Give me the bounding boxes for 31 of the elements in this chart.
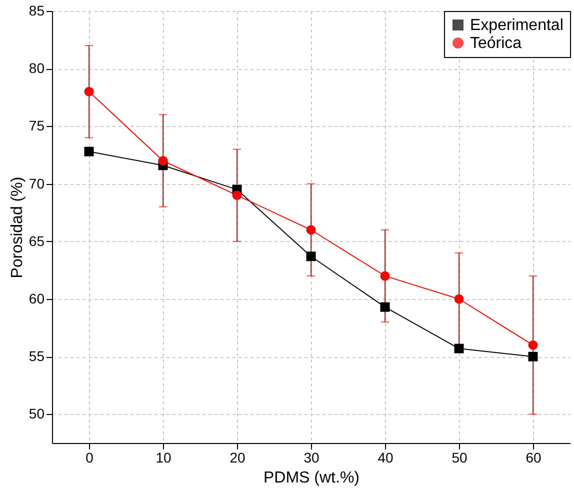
point (454, 294, 464, 304)
x-tick-label: 40 (378, 450, 394, 466)
point (158, 156, 168, 166)
point (454, 344, 464, 354)
x-tick-label: 60 (526, 450, 542, 466)
y-tick-label: 85 (28, 2, 45, 18)
y-axis-title: Porosidad (%) (8, 176, 26, 278)
y-tick-label: 55 (28, 348, 45, 364)
point (380, 302, 390, 312)
x-tick-label: 20 (230, 450, 246, 466)
y-tick-label: 80 (28, 60, 45, 76)
y-tick-label: 50 (28, 406, 45, 422)
x-tick-label: 30 (304, 450, 320, 466)
x-tick-label: 10 (156, 450, 172, 466)
point (306, 225, 316, 235)
y-tick-label: 75 (28, 118, 45, 134)
point (528, 352, 538, 362)
legend-label: Experimental (470, 17, 564, 34)
point (380, 271, 390, 281)
x-axis-title: PDMS (wt.%) (264, 470, 360, 486)
legend-label: Teórica (470, 35, 522, 52)
point (232, 190, 242, 200)
point (84, 146, 94, 156)
y-tick-label: 70 (28, 175, 45, 192)
y-tick-label: 60 (28, 290, 45, 306)
x-tick-label: 0 (86, 450, 94, 466)
point (528, 340, 538, 350)
y-tick-label: 65 (28, 232, 45, 249)
x-tick-label: 50 (452, 450, 468, 466)
point (306, 252, 316, 262)
point (84, 86, 94, 96)
